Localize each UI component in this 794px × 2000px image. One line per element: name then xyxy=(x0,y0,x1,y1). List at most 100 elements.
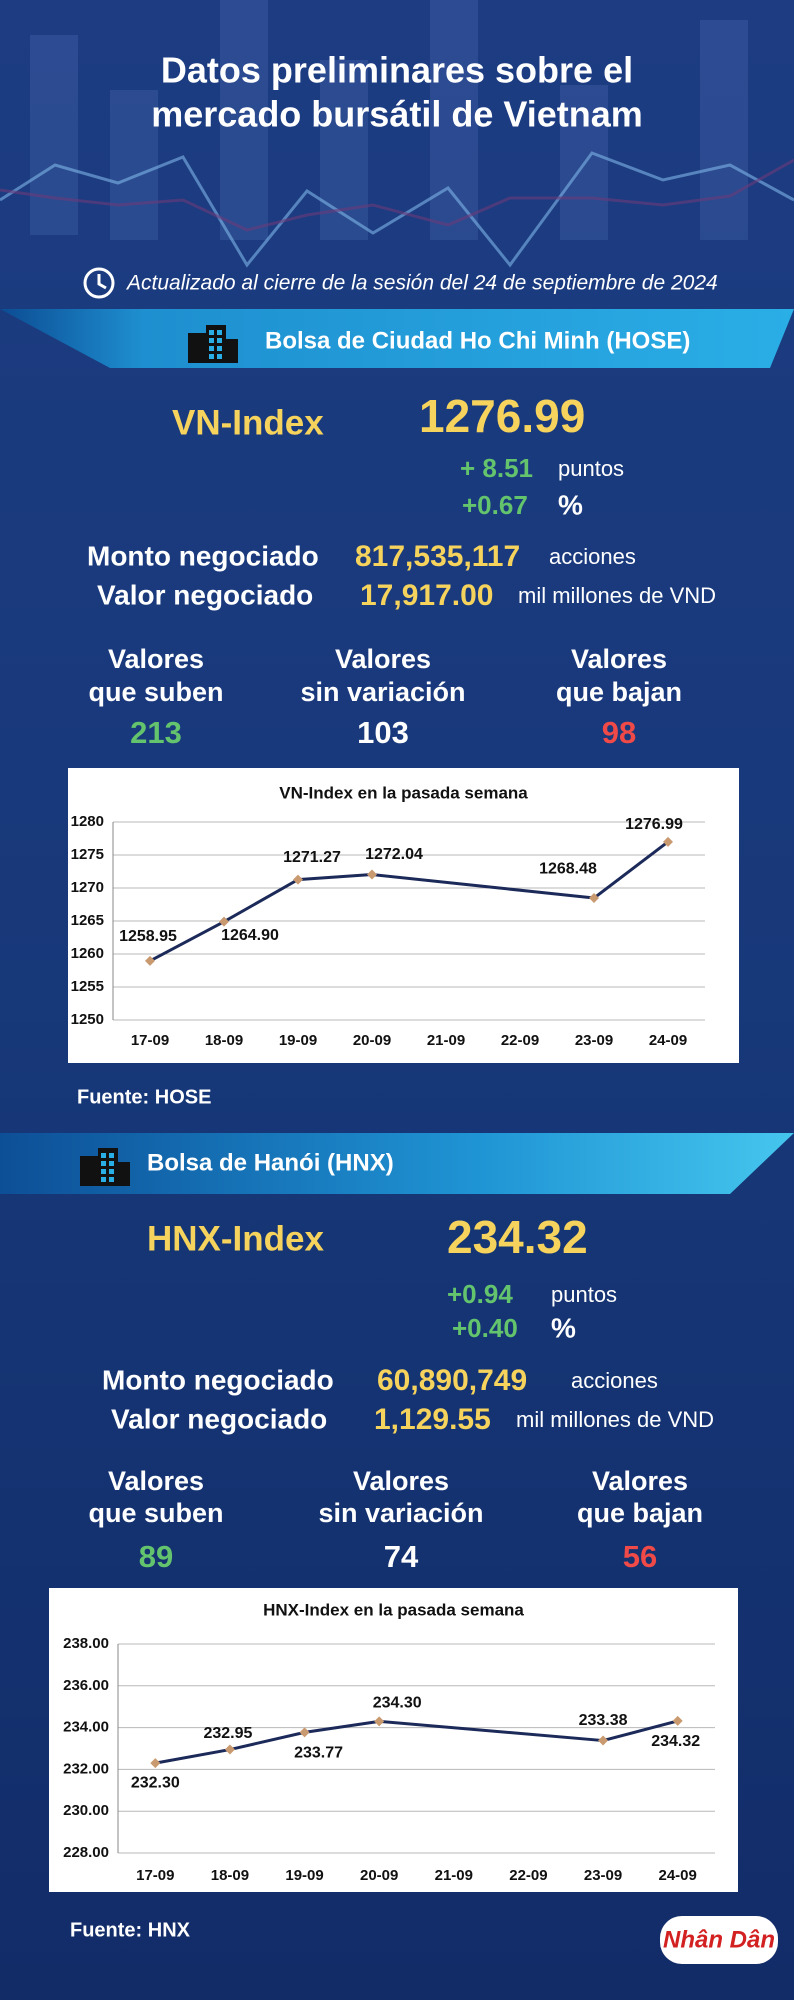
x-tick-label: 24-09 xyxy=(649,1032,687,1049)
source: Fuente: HOSE xyxy=(77,1086,211,1108)
chart-background xyxy=(68,768,739,1063)
x-tick-label: 21-09 xyxy=(435,1867,473,1884)
breadth-label: Valores xyxy=(108,644,204,674)
breadth-label: Valores xyxy=(592,1466,688,1496)
percent-unit: % xyxy=(558,489,583,520)
building-window xyxy=(101,1161,106,1166)
chart: VN-Index en la pasada semana 1250 1255 1260… xyxy=(68,768,739,1063)
x-tick-label: 23-09 xyxy=(584,1867,622,1884)
point-marker xyxy=(145,955,155,966)
x-tick-label: 17-09 xyxy=(136,1867,174,1884)
breadth-label: que bajan xyxy=(556,677,682,707)
y-tick-label: 1270 xyxy=(71,879,104,896)
value-label: 234.30 xyxy=(373,1695,422,1712)
index-value: 1276.99 xyxy=(419,390,585,442)
value-label: 233.77 xyxy=(294,1745,343,1762)
turnover-value: 1,129.55 xyxy=(374,1403,491,1436)
x-tick-label: 23-09 xyxy=(575,1032,613,1049)
building-window xyxy=(109,1177,114,1182)
breadth-value: 74 xyxy=(384,1539,419,1574)
y-tick-label: 1260 xyxy=(71,945,104,962)
change-percent: +0.67 xyxy=(462,490,528,520)
breadth-label: que bajan xyxy=(577,1498,703,1528)
chart-background xyxy=(49,1588,738,1892)
point-marker xyxy=(299,1727,310,1738)
value-label: 1271.27 xyxy=(283,849,341,866)
building-shape xyxy=(118,1162,130,1186)
turnover-label: Valor negociado xyxy=(111,1403,327,1434)
x-tick-label: 17-09 xyxy=(131,1032,169,1049)
building-window xyxy=(109,1169,114,1174)
value-label: 232.95 xyxy=(203,1725,252,1742)
title: mercado bursátil de Vietnam xyxy=(151,94,643,135)
point-marker xyxy=(219,916,229,927)
value-label: 1272.04 xyxy=(365,846,423,863)
header-decoration xyxy=(0,151,794,268)
value-label: 1276.99 xyxy=(625,816,683,833)
volume-label: Monto negociado xyxy=(87,540,319,571)
building-window xyxy=(109,1161,114,1166)
breadth-label: que suben xyxy=(88,1498,223,1528)
y-tick-label: 1280 xyxy=(71,813,104,830)
y-tick-label: 232.00 xyxy=(63,1760,109,1777)
building-shape xyxy=(188,333,206,363)
chart: HNX-Index en la pasada semana 228.00 230.0… xyxy=(49,1588,738,1892)
x-tick-label: 20-09 xyxy=(360,1867,398,1884)
x-tick-label: 18-09 xyxy=(205,1032,243,1049)
value-label: 1268.48 xyxy=(539,860,597,877)
exchange-name: Bolsa de Hanói (HNX) xyxy=(147,1149,394,1176)
volume-unit: acciones xyxy=(571,1368,658,1393)
building-window xyxy=(209,338,214,343)
clock-icon xyxy=(83,267,115,299)
title: Datos preliminares sobre el xyxy=(161,50,633,91)
y-tick-label: 1250 xyxy=(71,1011,104,1028)
x-tick-label: 21-09 xyxy=(427,1032,465,1049)
points-unit: puntos xyxy=(558,456,624,481)
turnover-label: Valor negociado xyxy=(97,579,313,610)
line-bridge xyxy=(379,1719,604,1743)
x-tick-label: 24-09 xyxy=(659,1867,697,1884)
line-series xyxy=(149,873,373,963)
volume-label: Monto negociado xyxy=(102,1364,334,1395)
turnover-value: 17,917.00 xyxy=(360,579,493,612)
chart-title: VN-Index en la pasada semana xyxy=(279,783,528,802)
y-tick-label: 1275 xyxy=(71,846,104,863)
point-marker xyxy=(598,1735,609,1746)
breadth-value: 56 xyxy=(623,1539,657,1574)
y-tick-label: 236.00 xyxy=(63,1677,109,1694)
logo: Nhân Dân xyxy=(660,1916,778,1964)
y-tick-label: 238.00 xyxy=(63,1635,109,1652)
volume-value: 817,535,117 xyxy=(355,540,520,573)
line-series xyxy=(155,1719,380,1765)
y-tick-label: 230.00 xyxy=(63,1802,109,1819)
point-marker xyxy=(374,1716,385,1727)
building-shape xyxy=(226,339,238,363)
chart-title: HNX-Index en la pasada semana xyxy=(263,1600,524,1619)
building-window xyxy=(109,1153,114,1158)
breadth-value: 98 xyxy=(602,715,636,750)
points-unit: puntos xyxy=(551,1282,617,1307)
y-tick-label: 234.00 xyxy=(63,1719,109,1736)
breadth-label: Valores xyxy=(571,644,667,674)
y-tick-label: 1255 xyxy=(71,978,104,995)
building-window xyxy=(217,346,222,351)
breadth-label: sin variación xyxy=(318,1498,483,1528)
building-window xyxy=(217,330,222,335)
x-tick-label: 22-09 xyxy=(509,1867,547,1884)
point-marker xyxy=(589,893,599,904)
percent-unit: % xyxy=(551,1312,576,1343)
x-tick-label: 18-09 xyxy=(211,1867,249,1884)
volume-value: 60,890,749 xyxy=(377,1364,527,1397)
value-label: 232.30 xyxy=(131,1774,180,1791)
value-label: 1258.95 xyxy=(119,928,177,945)
breadth-value: 213 xyxy=(130,715,182,750)
breadth-label: que suben xyxy=(88,677,223,707)
x-tick-label: 19-09 xyxy=(285,1867,323,1884)
building-window xyxy=(209,330,214,335)
line-bridge xyxy=(371,873,595,900)
x-tick-label: 19-09 xyxy=(279,1032,317,1049)
y-tick-label: 1265 xyxy=(71,912,104,929)
x-tick-label: 22-09 xyxy=(501,1032,539,1049)
point-marker xyxy=(663,836,673,847)
